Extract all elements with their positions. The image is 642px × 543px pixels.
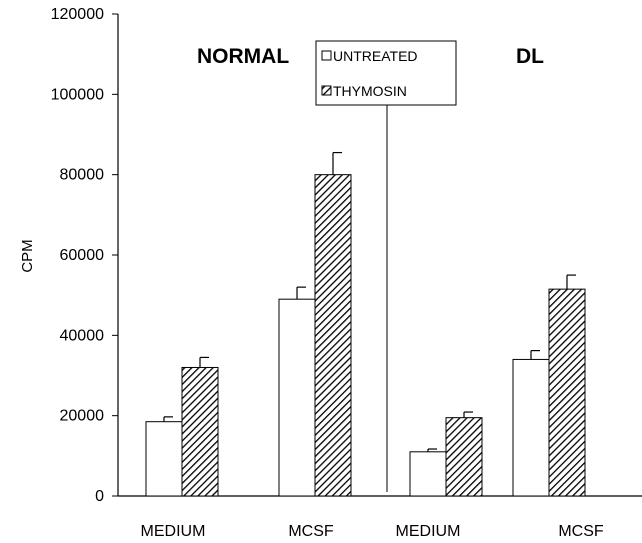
bar-untreated-0 — [145, 421, 183, 497]
y-ticks: 0 20000 40000 60000 80000 100000 120000 — [51, 6, 118, 505]
category-labels: MEDIUM MCSF MEDIUM MCSF — [141, 523, 604, 540]
legend-label-untreated: UNTREATED — [333, 48, 418, 64]
y-tick-label: 40000 — [60, 327, 105, 344]
y-tick-label: 80000 — [60, 167, 105, 184]
legend-swatch-untreated — [321, 50, 332, 61]
x-category-label: MCSF — [288, 523, 334, 540]
group-label-normal: NORMAL — [197, 45, 289, 68]
x-category-label: MCSF — [558, 523, 604, 540]
bar-thymosin-1 — [314, 174, 352, 497]
legend-box — [315, 40, 457, 106]
x-category-label: MEDIUM — [141, 523, 206, 540]
y-axis-label: CPM — [19, 239, 36, 272]
y-tick-label: 120000 — [51, 6, 104, 23]
bar-untreated-3 — [512, 358, 550, 497]
bar-thymosin-0 — [181, 366, 219, 497]
y-tick-label: 0 — [95, 488, 104, 505]
x-category-label: MEDIUM — [396, 523, 461, 540]
bar-untreated-2 — [409, 451, 447, 497]
legend-swatch-thymosin — [321, 85, 332, 96]
legend-label-thymosin: THYMOSIN — [333, 83, 407, 99]
bar-thymosin-2 — [445, 417, 483, 497]
legend: UNTREATED THYMOSIN — [315, 40, 457, 106]
y-tick-label: 60000 — [60, 247, 105, 264]
group-label-dl: DL — [516, 45, 544, 68]
bar-thymosin-3 — [548, 288, 586, 497]
bar-untreated-1 — [278, 298, 316, 497]
bars — [145, 151, 586, 497]
y-tick-label: 20000 — [60, 408, 105, 425]
y-tick-label: 100000 — [51, 86, 104, 103]
